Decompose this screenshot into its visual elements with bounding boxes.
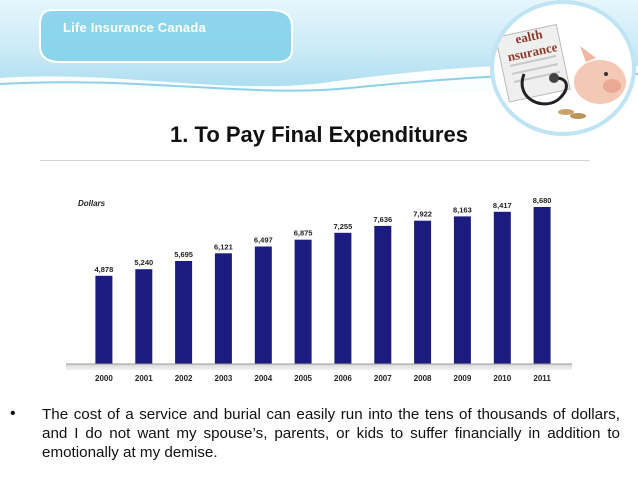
value-label-2004: 6,497 xyxy=(254,236,273,245)
value-label-2006: 7,255 xyxy=(334,222,353,231)
bar-2006 xyxy=(334,232,352,364)
x-tick-2005: 2005 xyxy=(294,374,312,383)
bar-2001 xyxy=(135,269,153,364)
x-tick-2002: 2002 xyxy=(175,374,193,383)
health-insurance-logo: ealth nsurance xyxy=(494,4,632,132)
x-tick-2006: 2006 xyxy=(334,374,352,383)
ticks-layer: 2000 2001 2002 2003 2004 2005 2006 2007 2008 2009… xyxy=(95,374,551,383)
value-label-2007: 7,636 xyxy=(373,215,392,224)
expenditure-bar-chart: Dollars 4,878 5,240 5,695 6,121 6,497 6,875 7,… xyxy=(66,186,572,392)
bar-2010 xyxy=(493,211,511,364)
value-label-2000: 4,878 xyxy=(95,265,114,274)
x-tick-2007: 2007 xyxy=(374,374,392,383)
title-divider xyxy=(40,160,590,161)
x-tick-2000: 2000 xyxy=(95,374,113,383)
bullet-point: • The cost of a service and burial can e… xyxy=(10,405,620,462)
x-axis-base xyxy=(66,364,572,370)
value-label-2011: 8,680 xyxy=(533,196,552,205)
bar-2009 xyxy=(453,216,471,364)
chart-canvas: Dollars 4,878 5,240 5,695 6,121 6,497 6,875 7,… xyxy=(66,196,572,383)
x-tick-2004: 2004 xyxy=(254,374,272,383)
bullet-text: The cost of a service and burial can eas… xyxy=(42,406,620,461)
value-label-2002: 5,695 xyxy=(174,250,193,259)
header-wave-decoration xyxy=(0,9,638,92)
bar-2003 xyxy=(214,253,232,364)
bar-2008 xyxy=(414,220,432,364)
bar-2005 xyxy=(294,239,312,364)
x-tick-2011: 2011 xyxy=(533,374,551,383)
value-label-2005: 6,875 xyxy=(294,229,313,238)
brand-title: Life Insurance Canada xyxy=(63,20,206,35)
bar-2004 xyxy=(254,246,272,364)
value-label-2010: 8,417 xyxy=(493,201,512,210)
value-label-2003: 6,121 xyxy=(214,242,233,251)
x-tick-2009: 2009 xyxy=(454,374,472,383)
value-label-2009: 8,163 xyxy=(453,205,472,214)
bar-2011 xyxy=(533,207,551,364)
x-tick-2001: 2001 xyxy=(135,374,153,383)
value-label-2001: 5,240 xyxy=(134,258,153,267)
slide-title: 1. To Pay Final Expenditures xyxy=(170,122,468,147)
bar-2007 xyxy=(374,225,392,364)
x-tick-2008: 2008 xyxy=(414,374,432,383)
x-tick-2003: 2003 xyxy=(215,374,233,383)
bullet-symbol: • xyxy=(10,405,16,422)
bar-2000 xyxy=(95,275,113,364)
logo-text-health: ealth xyxy=(514,26,545,47)
bars-layer: 4,878 5,240 5,695 6,121 6,497 6,875 7,255 7,636… xyxy=(95,196,552,364)
bar-2002 xyxy=(175,261,193,364)
y-axis-unit-label: Dollars xyxy=(78,199,106,208)
x-tick-2010: 2010 xyxy=(493,374,511,383)
value-label-2008: 7,922 xyxy=(413,210,432,219)
